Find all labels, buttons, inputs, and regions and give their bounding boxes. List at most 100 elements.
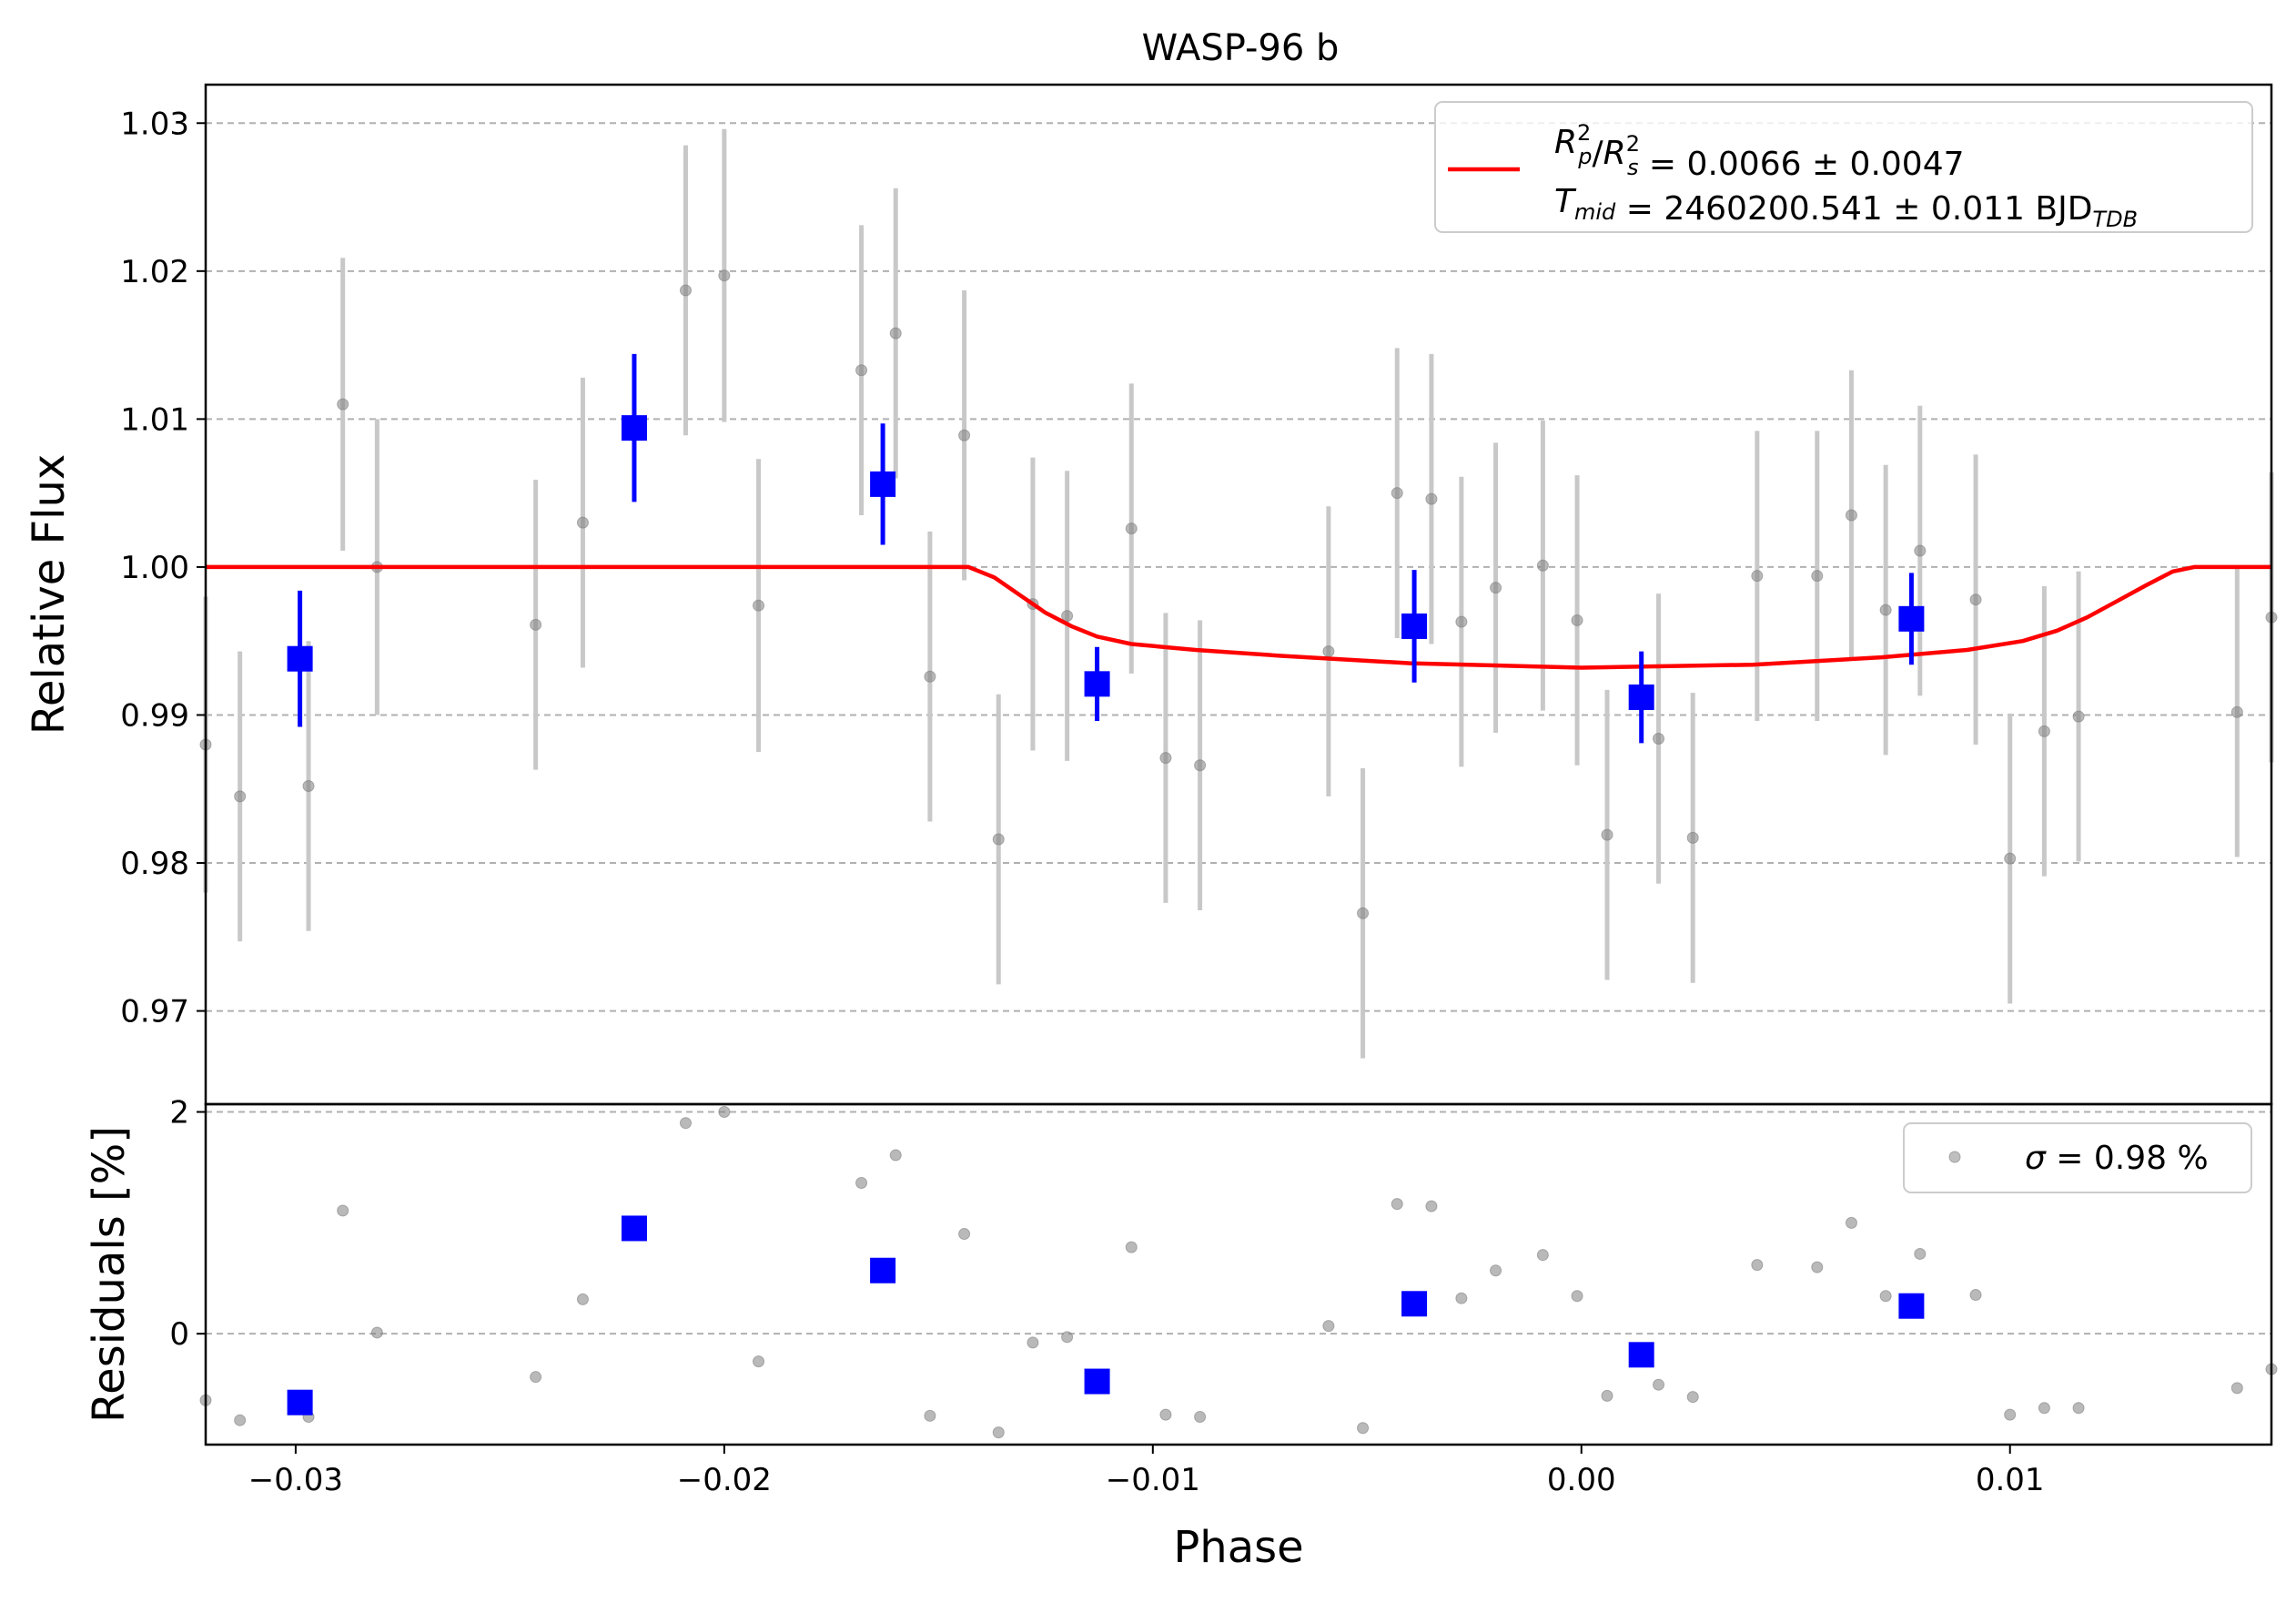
raw-residual-point	[2004, 1408, 2017, 1421]
raw-residual-point	[1536, 1249, 1549, 1262]
raw-residual-point	[530, 1371, 542, 1384]
raw-residual-point	[1879, 1290, 1892, 1303]
raw-flux-point	[1061, 610, 1074, 623]
bottom-y-tick-label: 0	[169, 1316, 189, 1353]
legend-sigma-text: σ = 0.98 %	[2025, 1140, 2209, 1177]
raw-residual-point	[1751, 1259, 1764, 1272]
raw-flux-point	[302, 780, 315, 793]
binned-flux-point	[1628, 684, 1654, 710]
raw-residual-point	[958, 1228, 971, 1241]
legend-subscript: p	[1577, 144, 1592, 169]
binned-flux-point	[870, 471, 896, 497]
x-axis-title: Phase	[1173, 1522, 1303, 1573]
raw-residual-point	[2230, 1382, 2243, 1395]
legend-tmid-text: Tmid = 2460200.541 ± 0.011 BJDTDB	[1554, 183, 2138, 232]
binned-residual-point	[287, 1389, 313, 1415]
raw-residual-point	[924, 1409, 936, 1422]
raw-flux-point	[1653, 732, 1665, 745]
legend-text-part: = 2460200.541 ± 0.011 BJD	[1615, 190, 2092, 228]
raw-flux-point	[1601, 828, 1613, 841]
raw-residual-point	[1425, 1200, 1438, 1212]
raw-flux-point	[2004, 852, 2017, 865]
raw-residual-point	[1159, 1408, 1172, 1421]
raw-flux-point	[889, 327, 902, 340]
raw-flux-point	[2038, 725, 2050, 737]
bottom-y-ticks: 02	[169, 1095, 206, 1353]
raw-flux-point	[2230, 705, 2243, 718]
raw-flux-point	[1159, 752, 1172, 765]
raw-residual-point	[1061, 1331, 1074, 1344]
raw-flux-point	[234, 790, 247, 803]
raw-flux-point	[718, 269, 731, 282]
raw-flux-point	[576, 516, 589, 529]
bottom-y-axis-title: Residuals [%]	[84, 1126, 135, 1423]
binned-residual-point	[1628, 1342, 1654, 1368]
top-y-tick-label: 0.97	[120, 994, 189, 1030]
raw-residual-point	[1969, 1289, 1982, 1302]
raw-residual-point	[718, 1106, 731, 1119]
legend-depth-text: R2 p/R2 s = 0.0066 ± 0.0047	[1554, 120, 1965, 183]
top-y-tick-label: 1.02	[120, 254, 189, 290]
raw-flux-point	[1391, 487, 1403, 500]
binned-flux-points	[287, 353, 1925, 744]
legend-sigma-symbol: σ	[2025, 1140, 2047, 1177]
binned-flux-point	[621, 415, 647, 441]
raw-residual-point	[753, 1355, 765, 1368]
binned-residual-point	[870, 1257, 896, 1283]
raw-flux-point	[855, 364, 868, 377]
bottom-legend: σ = 0.98 %	[1903, 1122, 2252, 1193]
legend-subscript: s	[1627, 155, 1639, 180]
raw-flux-point	[679, 284, 692, 297]
raw-residual-point	[855, 1176, 868, 1189]
raw-residual-point	[1914, 1247, 1927, 1260]
x-tick-label: 0.00	[1547, 1462, 1616, 1498]
legend-text-part: = 0.0066 ± 0.0047	[1638, 146, 1964, 183]
raw-flux-point	[337, 398, 349, 411]
top-y-tick-label: 0.98	[120, 846, 189, 882]
legend-subscript: TDB	[2092, 207, 2138, 232]
transit-model	[206, 564, 2271, 670]
raw-flux-point	[1811, 570, 1824, 583]
top-legend-box	[1434, 101, 2253, 233]
legend-text-part: R	[1554, 124, 1577, 161]
top-y-axis-title: Relative Flux	[24, 454, 75, 736]
legend-text-part: T	[1554, 183, 1577, 220]
model-curve	[206, 564, 2271, 670]
raw-residual-point	[1845, 1216, 1857, 1229]
raw-residual-point	[1391, 1198, 1403, 1211]
raw-residual-point	[1811, 1261, 1824, 1273]
raw-flux-point	[1879, 604, 1892, 616]
raw-flux-point	[530, 618, 542, 631]
binned-flux-point	[1898, 605, 1925, 632]
raw-residual-point	[2038, 1402, 2050, 1415]
x-tick-label: −0.02	[677, 1462, 772, 1498]
raw-flux-point	[924, 670, 936, 683]
raw-residual-point	[1125, 1241, 1138, 1253]
raw-flux-point	[1686, 831, 1699, 844]
raw-residual-point	[576, 1293, 589, 1305]
top-legend: R2 p/R2 s = 0.0066 ± 0.0047 Tmid = 2460200…	[1434, 101, 2253, 233]
x-tick-label: −0.03	[248, 1462, 343, 1498]
chart-title: WASP-96 b	[1142, 27, 1340, 69]
raw-residual-point	[1490, 1264, 1502, 1277]
raw-flux-point	[1490, 582, 1502, 594]
binned-flux-point	[1401, 613, 1428, 639]
top-y-tick-label: 1.03	[120, 106, 189, 142]
raw-residual-point	[992, 1426, 1005, 1439]
legend-sigma-value: = 0.98 %	[2046, 1140, 2209, 1177]
binned-residual-point	[1898, 1293, 1925, 1319]
raw-flux-point	[1845, 509, 1857, 522]
raw-residual-point	[1601, 1389, 1613, 1402]
bottom-grid	[206, 1111, 2271, 1335]
raw-residual-point	[1357, 1422, 1370, 1435]
raw-flux-point	[1455, 615, 1468, 628]
top-y-tick-label: 0.99	[120, 697, 189, 734]
raw-residual-point	[1027, 1336, 1039, 1349]
bottom-plot-frame	[204, 1102, 2273, 1446]
raw-residual-point	[370, 1326, 383, 1339]
raw-residual-point	[1194, 1411, 1207, 1424]
raw-flux-point	[753, 599, 765, 612]
raw-residual-point	[679, 1117, 692, 1130]
legend-text-part: 2	[1577, 120, 1591, 146]
